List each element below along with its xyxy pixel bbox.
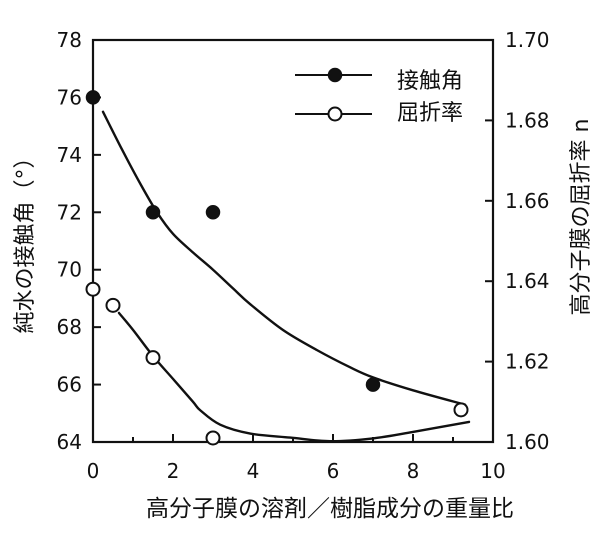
y2-tick-label: 1.64: [505, 269, 550, 293]
y-tick-label: 72: [57, 200, 82, 224]
filled-circle-icon: [365, 377, 381, 392]
fit-curve-refractive-index: [117, 311, 471, 443]
y2-tick-label: 1.60: [505, 430, 550, 454]
open-circle-icon: [145, 350, 161, 366]
data-markers: [85, 90, 469, 446]
y2-tick-label: 1.62: [505, 350, 550, 374]
legend: 接触角 屈折率: [295, 67, 463, 126]
y-axis-title-left: 純水の接触角（°）: [13, 146, 38, 333]
legend-label-contact-angle: 接触角: [397, 69, 463, 94]
y-tick-label: 66: [57, 373, 82, 397]
x-tick-label: 4: [247, 459, 260, 483]
open-circle-icon: [85, 281, 101, 297]
y-tick-label: 64: [57, 430, 82, 454]
fit-curve-contact-angle: [101, 110, 467, 406]
x-tick-label: 8: [407, 459, 420, 483]
open-circle-icon: [327, 106, 343, 122]
y-tick-label: 70: [57, 258, 82, 282]
legend-entry-contact-angle: 接触角: [295, 67, 463, 94]
axis-tick-labels: 64666870727476781.601.621.641.661.681.70…: [57, 28, 550, 483]
legend-label-refractive-index: 屈折率: [397, 101, 463, 126]
filled-circle-icon: [145, 205, 161, 220]
axis-ticks: [93, 96, 493, 442]
open-circle-icon: [105, 297, 121, 313]
filled-circle-icon: [85, 90, 101, 105]
y-tick-label: 74: [57, 143, 82, 167]
y-tick-label: 78: [57, 28, 82, 52]
x-tick-label: 10: [480, 459, 505, 483]
y2-tick-label: 1.68: [505, 108, 550, 132]
x-tick-label: 0: [87, 459, 100, 483]
y-tick-label: 68: [57, 315, 82, 339]
open-circle-icon: [205, 430, 221, 446]
open-circle-icon: [453, 402, 469, 418]
x-axis-title: 高分子膜の溶剤／樹脂成分の重量比: [146, 496, 514, 522]
x-tick-label: 6: [327, 459, 340, 483]
x-tick-label: 2: [167, 459, 180, 483]
legend-entry-refractive-index: 屈折率: [295, 101, 463, 126]
filled-circle-icon: [205, 205, 221, 220]
y2-tick-label: 1.70: [505, 28, 550, 52]
fit-curves: [101, 110, 471, 443]
y-tick-label: 76: [57, 85, 82, 109]
filled-circle-icon: [327, 67, 343, 83]
y2-tick-label: 1.66: [505, 189, 550, 213]
y-axis-title-right: 高分子膜の屈折率 n: [569, 119, 594, 316]
